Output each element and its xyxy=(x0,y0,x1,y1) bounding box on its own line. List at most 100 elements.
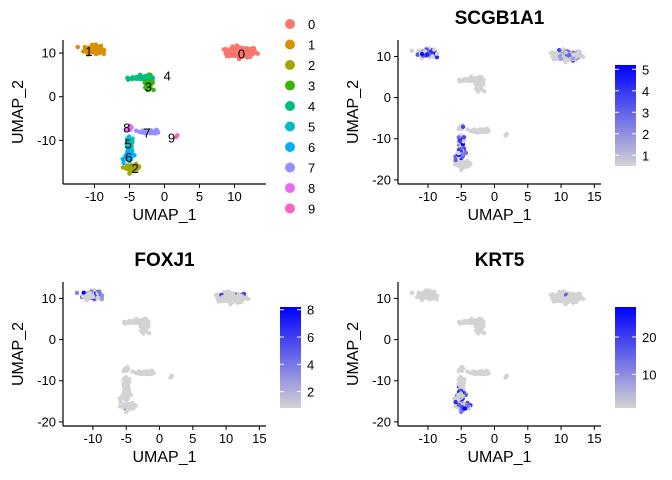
cell-point xyxy=(469,74,474,80)
y-tick-label: -10 xyxy=(37,133,56,148)
cell-point xyxy=(567,294,572,300)
y-tick-label: 10 xyxy=(42,46,56,61)
colorbar xyxy=(615,307,636,408)
cell-point xyxy=(146,330,152,336)
x-tick-label: -5 xyxy=(455,431,467,446)
cell-point xyxy=(122,380,128,385)
umap-panel-2: SCGB1A1-10 -5 0 5 10 15-20-10010UMAP_1UMAP_21… xyxy=(345,8,649,224)
cell-point xyxy=(461,377,466,382)
cell-point xyxy=(219,298,224,304)
legend-label: 7 xyxy=(308,161,315,176)
legend-swatch xyxy=(285,203,295,214)
cluster-label: 5 xyxy=(124,136,131,151)
cell-point xyxy=(81,290,86,295)
cell-point xyxy=(237,52,242,58)
cell-point xyxy=(151,87,156,93)
cell-point xyxy=(419,51,425,57)
cell-point xyxy=(457,138,462,143)
cell-point xyxy=(81,48,87,54)
legend-swatch xyxy=(285,80,295,91)
cell-point xyxy=(465,403,470,409)
y-tick-label: -20 xyxy=(37,414,56,429)
cluster-label: 1 xyxy=(85,44,92,59)
cell-point xyxy=(554,56,559,62)
cell-point xyxy=(474,86,479,92)
y-tick-label: -10 xyxy=(37,373,56,388)
cell-point xyxy=(456,160,461,165)
colorbar xyxy=(280,307,301,408)
cell-point xyxy=(132,153,137,158)
cluster-label: 9 xyxy=(168,130,175,145)
cell-point xyxy=(125,140,131,145)
cell-point xyxy=(155,128,160,133)
legend-swatch xyxy=(285,121,295,132)
colorbar-tick-label: 4 xyxy=(307,357,314,372)
cell-point xyxy=(567,52,572,58)
cell-point xyxy=(470,371,475,376)
cell-point xyxy=(127,171,132,176)
legend-swatch xyxy=(285,101,295,111)
panel-title: KRT5 xyxy=(475,250,525,271)
y-tick-label: 10 xyxy=(42,291,56,306)
cell-point xyxy=(579,296,584,301)
x-tick-label: 5 xyxy=(189,431,196,446)
cell-point xyxy=(465,161,470,167)
legend-swatch xyxy=(285,19,295,29)
cell-point xyxy=(453,399,458,405)
cell-point xyxy=(548,292,554,298)
cell-point xyxy=(409,290,415,295)
cell-point xyxy=(124,163,130,168)
cell-point xyxy=(125,366,131,371)
x-tick-label: -5 xyxy=(120,431,132,446)
cell-point xyxy=(460,151,465,157)
cell-point xyxy=(89,45,94,50)
cell-point xyxy=(503,375,508,380)
cluster-label: 3 xyxy=(145,80,152,95)
colorbar-tick-label: 3 xyxy=(642,105,649,120)
x-tick-label: 10 xyxy=(554,431,568,446)
colorbar xyxy=(615,65,636,166)
cell-point xyxy=(574,295,579,300)
umap-panel-4: KRT5 -10 -5 0 5 10 15 -20 -10 0 10 UMAP_1 UMAP_2 10 20 xyxy=(345,250,656,466)
x-tick-label: 15 xyxy=(587,189,601,204)
legend-label: 9 xyxy=(308,202,315,217)
cell-point xyxy=(75,44,80,50)
y-tick-label: 10 xyxy=(377,291,391,306)
legend-swatch xyxy=(285,39,295,50)
cell-point xyxy=(134,316,139,322)
colorbar-tick-label: 10 xyxy=(642,367,656,382)
cell-point xyxy=(134,320,139,325)
cell-point xyxy=(456,77,462,83)
cell-point xyxy=(227,53,232,59)
legend-label: 5 xyxy=(308,120,315,135)
colorbar-tick-label: 6 xyxy=(307,330,314,345)
cell-point xyxy=(460,124,466,129)
cell-point xyxy=(139,328,144,334)
colorbar-tick-label: 8 xyxy=(307,303,314,318)
cell-point xyxy=(84,293,90,299)
cell-point xyxy=(221,47,226,52)
cell-point xyxy=(459,167,464,173)
cell-point xyxy=(130,403,135,409)
x-tick-label: 15 xyxy=(252,431,266,446)
y-tick-label: 10 xyxy=(377,49,391,64)
cell-point xyxy=(124,153,129,158)
cell-point xyxy=(456,402,461,407)
x-tick-label: 0 xyxy=(491,431,498,446)
legend-label: 3 xyxy=(308,79,315,94)
cell-point xyxy=(147,85,152,90)
cell-point xyxy=(228,298,233,303)
x-axis-title: UMAP_1 xyxy=(132,449,196,466)
y-tick-label: 0 xyxy=(49,332,56,347)
cell-point xyxy=(558,56,564,61)
cell-point xyxy=(579,54,584,59)
cluster-label: 7 xyxy=(143,126,150,141)
cluster-label: 0 xyxy=(238,47,245,62)
y-tick-label: 0 xyxy=(384,332,391,347)
cell-point xyxy=(469,78,474,83)
cell-point xyxy=(128,154,134,159)
cell-point xyxy=(147,128,153,134)
colorbar-tick-label: 2 xyxy=(642,127,649,142)
cluster-label: 2 xyxy=(131,161,138,176)
colorbar-tick-label: 20 xyxy=(642,330,656,345)
